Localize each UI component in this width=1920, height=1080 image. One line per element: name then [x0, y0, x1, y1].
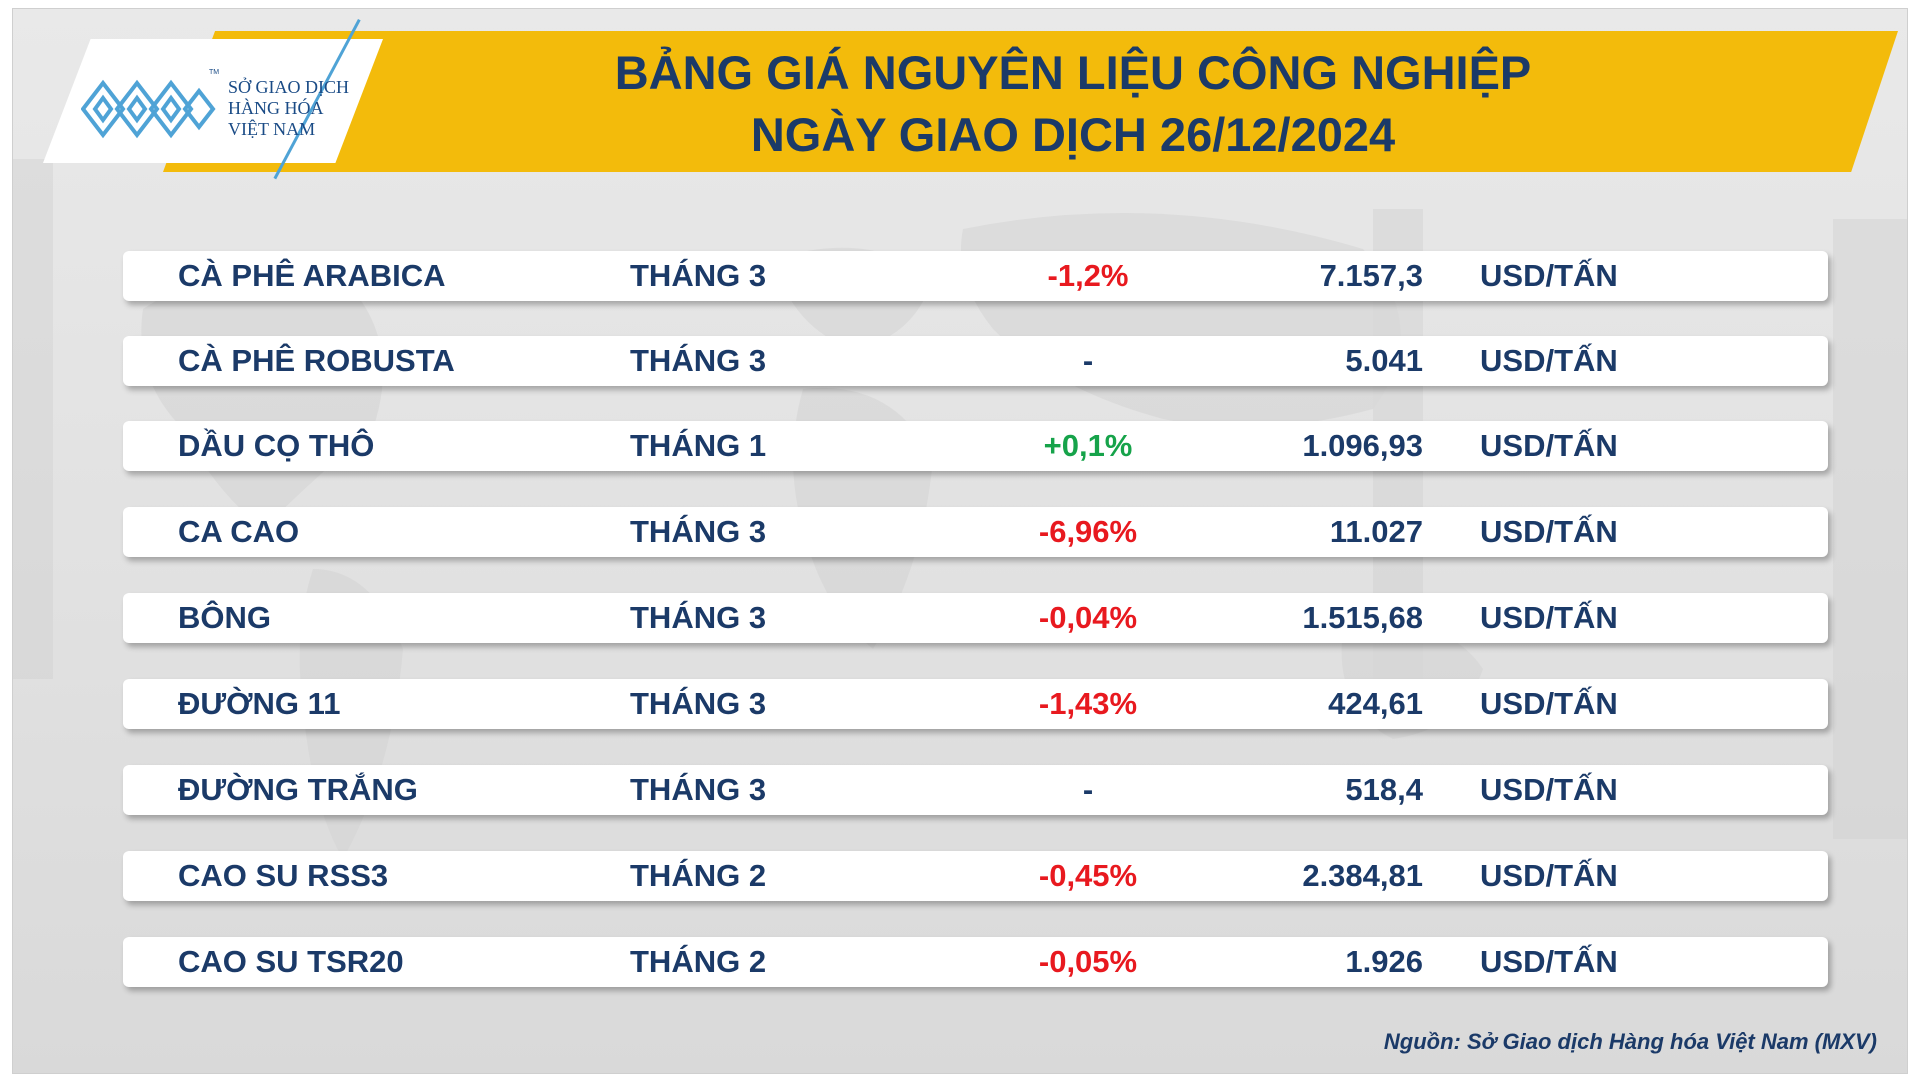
price-value: 1.096,93: [1302, 428, 1423, 463]
price-change: +0,1%: [1043, 428, 1133, 463]
commodity-name: CAO SU RSS3: [178, 858, 389, 893]
table-row: CA CAO THÁNG 3 -6,96% 11.027 USD/TẤN: [123, 507, 1828, 557]
table-row: CAO SU RSS3 THÁNG 2 -0,45% 2.384,81 USD/TẤN: [123, 851, 1828, 901]
table-row: BÔNG THÁNG 3 -0,04% 1.515,68 USD/TẤN: [123, 593, 1828, 643]
price-unit: USD/TẤN: [1480, 343, 1618, 378]
table-row: ĐƯỜNG TRẮNG THÁNG 3 - 518,4 USD/TẤN: [123, 765, 1828, 815]
table-row: DẦU CỌ THÔ THÁNG 1 +0,1% 1.096,93 USD/TẤN: [123, 421, 1828, 471]
slide-background: BẢNG GIÁ NGUYÊN LIỆU CÔNG NGHIỆP NGÀY GI…: [12, 8, 1908, 1074]
table-row: ĐƯỜNG 11 THÁNG 3 -1,43% 424,61 USD/TẤN: [123, 679, 1828, 729]
contract-month: THÁNG 3: [630, 686, 767, 721]
contract-month: THÁNG 2: [630, 858, 767, 893]
logo-text: SỞ GIAO DỊCH HÀNG HÓA VIỆT NAM: [228, 77, 349, 140]
price-change: -6,96%: [1038, 514, 1138, 549]
commodity-name: ĐƯỜNG TRẮNG: [178, 772, 418, 807]
commodity-name: CÀ PHÊ ROBUSTA: [178, 343, 455, 378]
price-unit: USD/TẤN: [1480, 858, 1618, 893]
price-value: 5.041: [1345, 343, 1423, 378]
source-note: Nguồn: Sở Giao dịch Hàng hóa Việt Nam (M…: [1383, 1029, 1877, 1054]
contract-month: THÁNG 3: [630, 343, 767, 378]
price-value: 424,61: [1328, 686, 1423, 721]
price-unit: USD/TẤN: [1480, 428, 1618, 463]
table-row: CAO SU TSR20 THÁNG 2 -0,05% 1.926 USD/TẤN: [123, 937, 1828, 987]
mxv-logo-icon: [81, 79, 216, 139]
title-banner: [163, 31, 1898, 172]
logo-line-3: VIỆT NAM: [228, 119, 316, 139]
title-line-2: NGÀY GIAO DỊCH 26/12/2024: [750, 108, 1396, 161]
price-unit: USD/TẤN: [1480, 686, 1618, 721]
price-change: -1,43%: [1038, 686, 1138, 721]
commodity-name: BÔNG: [178, 600, 271, 635]
table-row: CÀ PHÊ ROBUSTA THÁNG 3 - 5.041 USD/TẤN: [123, 336, 1828, 386]
price-change: -0,04%: [1038, 600, 1138, 635]
table-row: CÀ PHÊ ARABICA THÁNG 3 -1,2% 7.157,3 USD/TẤN: [123, 251, 1828, 301]
price-value: 518,4: [1345, 772, 1423, 807]
trademark-mark: TM: [209, 69, 220, 76]
contract-month: THÁNG 3: [630, 772, 767, 807]
logo-line-1: SỞ GIAO DỊCH: [228, 77, 349, 97]
price-value: 1.926: [1345, 944, 1423, 979]
price-change: -1,2%: [1047, 258, 1129, 293]
commodity-name: ĐƯỜNG 11: [178, 686, 341, 721]
title-line-1: BẢNG GIÁ NGUYÊN LIỆU CÔNG NGHIỆP: [614, 46, 1532, 99]
contract-month: THÁNG 3: [630, 600, 767, 635]
price-value: 2.384,81: [1302, 858, 1423, 893]
commodity-name: CÀ PHÊ ARABICA: [178, 258, 446, 293]
contract-month: THÁNG 3: [630, 258, 767, 293]
price-unit: USD/TẤN: [1480, 514, 1618, 549]
price-change: -0,05%: [1038, 944, 1138, 979]
price-unit: USD/TẤN: [1480, 600, 1618, 635]
commodity-name: CA CAO: [178, 514, 300, 549]
page-title: BẢNG GIÁ NGUYÊN LIỆU CÔNG NGHIỆP NGÀY GI…: [343, 42, 1803, 166]
price-change: -: [1082, 343, 1094, 378]
logo-line-2: HÀNG HÓA: [228, 98, 324, 118]
contract-month: THÁNG 1: [630, 428, 767, 463]
contract-month: THÁNG 3: [630, 514, 767, 549]
price-value: 11.027: [1329, 514, 1423, 549]
price-change: -0,45%: [1038, 858, 1138, 893]
price-value: 1.515,68: [1302, 600, 1423, 635]
price-unit: USD/TẤN: [1480, 772, 1618, 807]
price-unit: USD/TẤN: [1480, 944, 1618, 979]
commodity-name: DẦU CỌ THÔ: [178, 428, 375, 463]
commodity-name: CAO SU TSR20: [178, 944, 404, 979]
price-value: 7.157,3: [1319, 258, 1423, 293]
price-change: -: [1082, 772, 1094, 807]
contract-month: THÁNG 2: [630, 944, 767, 979]
price-unit: USD/TẤN: [1480, 258, 1618, 293]
